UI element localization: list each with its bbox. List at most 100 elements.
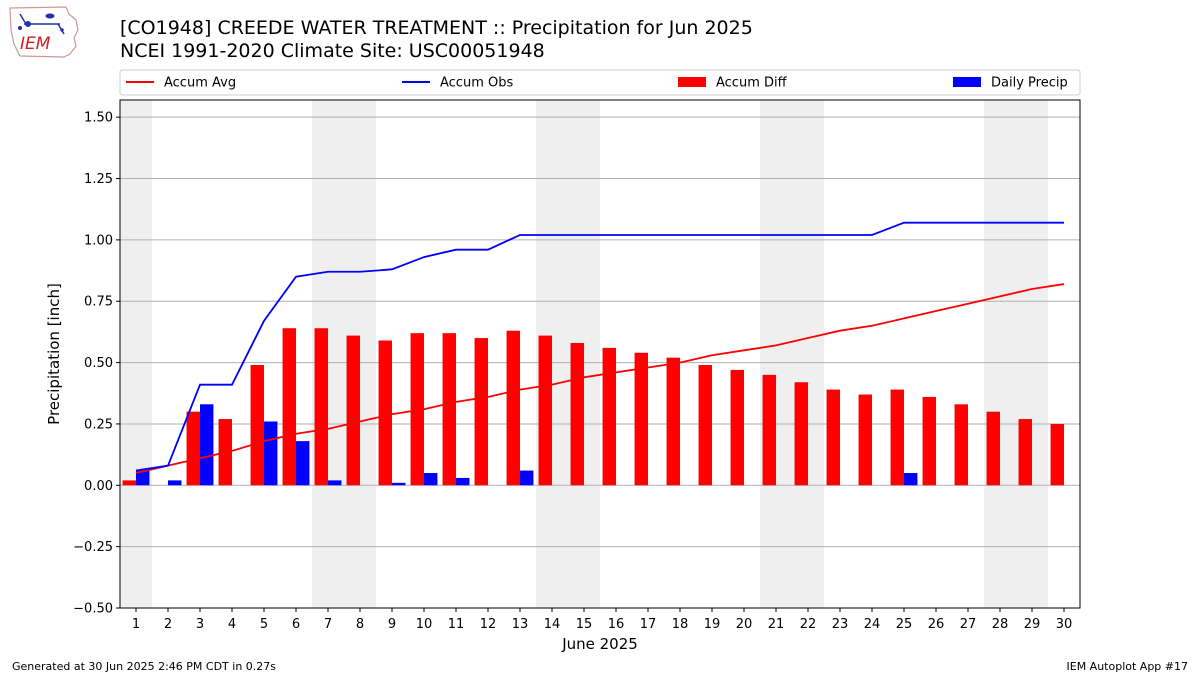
legend-label-accum-diff: Accum Diff <box>716 76 788 91</box>
x-tick-label: 22 <box>800 617 817 632</box>
legend: Accum Avg Accum Obs Accum Diff Daily Precip <box>119 69 1081 96</box>
x-tick-label: 6 <box>292 617 300 632</box>
y-tick-label: 1.25 <box>84 172 113 187</box>
x-tick-label: 19 <box>704 617 721 632</box>
x-tick-label: 15 <box>576 617 593 632</box>
legend-frame <box>119 69 1081 96</box>
x-tick-label: 29 <box>1024 617 1041 632</box>
x-tick-label: 26 <box>928 617 945 632</box>
iowa-outline-shape <box>9 6 79 58</box>
logo-text: IEM <box>20 34 51 54</box>
bar-series <box>122 328 1064 486</box>
daily-precip-bar-day-10 <box>424 473 438 486</box>
x-tick-label: 5 <box>260 617 268 632</box>
x-tick-label: 21 <box>768 617 785 632</box>
daily-precip-bar-day-6 <box>296 441 310 486</box>
weekend-shade-day-22 <box>792 100 824 608</box>
x-tick-label: 7 <box>324 617 332 632</box>
x-tick-label: 16 <box>608 617 625 632</box>
x-tick-label: 3 <box>196 617 204 632</box>
x-tick-label: 4 <box>228 617 236 632</box>
x-tick-label: 28 <box>992 617 1009 632</box>
weather-symbols-icon <box>18 13 65 35</box>
x-tick-label: 13 <box>512 617 529 632</box>
x-tick-label: 27 <box>960 617 977 632</box>
daily-precip-bar-day-25 <box>904 473 918 486</box>
x-tick-label: 24 <box>864 617 881 632</box>
accum-diff-bar-day-3 <box>186 411 200 486</box>
y-axis-label: Precipitation [inch] <box>45 283 63 425</box>
accum-diff-bar-day-20 <box>730 369 744 486</box>
accum-diff-bar-day-21 <box>762 374 776 486</box>
x-tick-label: 14 <box>544 617 561 632</box>
accum-diff-bar-day-25 <box>890 389 904 486</box>
daily-precip-bar-day-9 <box>392 482 406 486</box>
daily-precip-bar-day-7 <box>328 480 342 486</box>
accum-diff-bar-day-13 <box>506 330 520 486</box>
x-tick-label: 8 <box>356 617 364 632</box>
accum-diff-bar-day-30 <box>1050 423 1064 486</box>
y-tick-label: 0.00 <box>84 479 113 494</box>
accum-diff-bar-day-10 <box>410 333 424 486</box>
daily-precip-bar-day-11 <box>456 477 470 486</box>
y-tick-label: −0.25 <box>73 540 113 555</box>
legend-label-accum-avg: Accum Avg <box>164 76 236 91</box>
accum-diff-bar-day-29 <box>1018 419 1032 486</box>
generated-timestamp: Generated at 30 Jun 2025 2:46 PM CDT in … <box>12 660 277 673</box>
x-tick-label: 30 <box>1056 617 1073 632</box>
accum-diff-bar-day-9 <box>378 340 392 486</box>
accum-diff-bar-day-7 <box>314 328 328 486</box>
chart-subtitle: NCEI 1991-2020 Climate Site: USC00051948 <box>120 40 545 62</box>
y-axis: −0.50 −0.25 0.00 0.25 0.50 0.75 1.00 1.25 1.50 <box>73 111 120 617</box>
x-tick-label: 20 <box>736 617 753 632</box>
x-axis-label: June 2025 <box>561 635 638 653</box>
y-tick-label: 1.00 <box>84 233 113 248</box>
x-tick-label: 9 <box>388 617 396 632</box>
daily-precip-bar-day-2 <box>168 480 182 486</box>
y-tick-label: −0.50 <box>73 602 113 617</box>
accum-diff-bar-day-22 <box>794 382 808 486</box>
accum-obs-line <box>135 221 1064 472</box>
weekend-shade-day-21 <box>760 100 792 608</box>
accum-diff-bar-day-24 <box>858 394 872 486</box>
chart-title: [CO1948] CREEDE WATER TREATMENT :: Preci… <box>120 17 753 39</box>
x-tick-label: 1 <box>132 617 140 632</box>
legend-swatch-daily-precip <box>953 77 981 87</box>
x-tick-label: 10 <box>416 617 433 632</box>
x-tick-label: 11 <box>448 617 465 632</box>
accum-diff-bar-day-15 <box>570 342 584 486</box>
legend-label-daily-precip: Daily Precip <box>991 76 1068 91</box>
y-tick-label: 0.75 <box>84 295 113 310</box>
y-tick-label: 0.25 <box>84 417 113 432</box>
weekend-shade-day-29 <box>1016 100 1048 608</box>
weekend-shade-day-1 <box>120 100 152 608</box>
y-tick-label: 1.50 <box>84 111 113 126</box>
accum-diff-bar-day-11 <box>442 333 456 486</box>
accum-avg-line <box>135 283 1065 474</box>
accum-diff-bar-day-5 <box>250 365 264 486</box>
accum-diff-bar-day-8 <box>346 335 360 486</box>
app-credit: IEM Autoplot App #17 <box>1066 660 1189 673</box>
accum-diff-bar-day-16 <box>602 347 616 486</box>
x-tick-label: 18 <box>672 617 689 632</box>
weekend-shade-day-28 <box>984 100 1016 608</box>
x-axis: 1 2 3 4 5 6 7 8 9 10 11 12 13 14 15 16 17 18 19 20 21 22 23 24 2… <box>132 608 1072 632</box>
accum-diff-bar-day-26 <box>922 396 936 486</box>
y-tick-label: 0.50 <box>84 356 113 371</box>
daily-precip-bar-day-1 <box>136 470 150 486</box>
x-tick-label: 23 <box>832 617 849 632</box>
accum-diff-bar-day-6 <box>282 328 296 486</box>
accum-diff-bar-day-14 <box>538 335 552 486</box>
legend-label-accum-obs: Accum Obs <box>440 76 513 91</box>
daily-precip-bar-day-5 <box>264 421 278 486</box>
accum-diff-bar-day-18 <box>666 357 680 486</box>
accum-diff-bar-day-12 <box>474 338 488 486</box>
accum-diff-bar-day-28 <box>986 411 1000 486</box>
iem-logo: IEM <box>9 6 79 58</box>
line-series <box>135 221 1065 474</box>
legend-swatch-accum-diff <box>678 77 706 87</box>
accum-diff-bar-day-27 <box>954 404 968 486</box>
daily-precip-bar-day-13 <box>520 470 534 486</box>
x-tick-label: 17 <box>640 617 657 632</box>
